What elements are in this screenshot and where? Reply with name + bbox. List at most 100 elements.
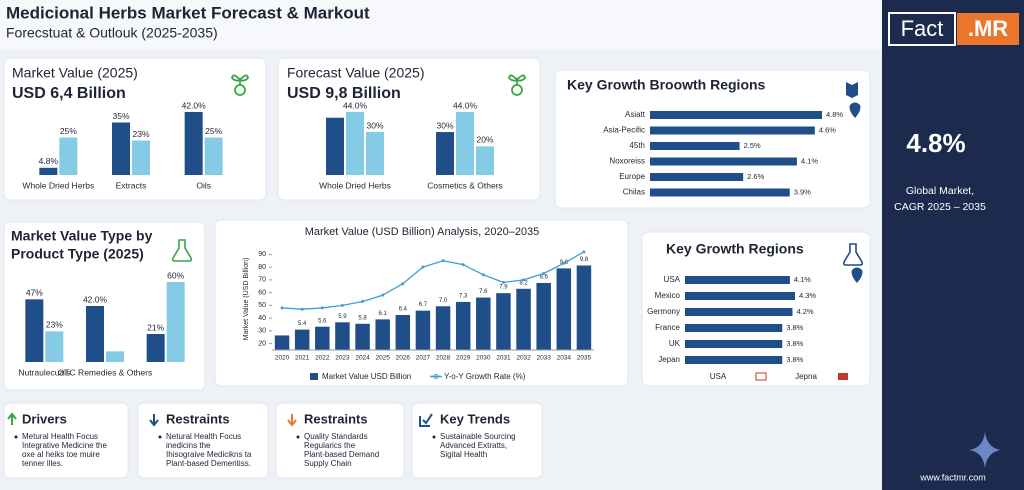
legend-label: Y-o-Y Growth Rate (%) <box>444 372 526 381</box>
card-value: USD 6,4 Billion <box>12 85 126 102</box>
bar <box>45 331 64 362</box>
bullet <box>158 435 162 439</box>
note-line: Advanced Extratts, <box>440 441 507 450</box>
note-card <box>137 402 269 479</box>
category-label: Extracts <box>116 180 147 190</box>
value-label: 23% <box>132 129 149 139</box>
leaf-icon <box>508 74 526 96</box>
note-line: Supply Chain <box>304 459 352 468</box>
value-label: 2.6% <box>747 172 764 181</box>
note-line: Metural Health Focus <box>22 432 98 441</box>
bar <box>685 276 790 284</box>
value-label: 30% <box>366 120 383 130</box>
value-label: 4.8% <box>39 156 59 166</box>
note-title: Restraints <box>166 411 230 426</box>
bar <box>132 140 150 175</box>
chart-title: Market Value (USD Billion) Analysis, 202… <box>305 226 540 238</box>
bar <box>166 282 185 362</box>
arrow-down-icon <box>287 414 297 427</box>
bullet <box>296 435 300 439</box>
value-label: 4.1% <box>794 275 811 284</box>
header-band <box>0 0 882 50</box>
value-label: 23% <box>46 320 63 330</box>
category-label: France <box>655 323 680 332</box>
x-tick-label: 2034 <box>557 355 572 362</box>
line-point <box>461 263 465 267</box>
bullet <box>14 435 18 439</box>
bar <box>39 167 58 175</box>
flag-icon <box>838 373 848 380</box>
value-label: 5.9 <box>338 314 347 320</box>
bar <box>685 308 793 316</box>
bar <box>366 132 384 175</box>
x-tick-label: 2023 <box>335 355 350 362</box>
category-label: Oils <box>196 180 211 190</box>
bar <box>435 306 451 350</box>
category-label: Asia-Pecific <box>603 126 645 135</box>
card-title: Key Growth Regions <box>666 241 804 257</box>
note-title: Key Trends <box>440 411 510 426</box>
bar <box>355 323 370 350</box>
value-label: 4.3% <box>799 291 816 300</box>
value-label: 2.5% <box>744 141 761 150</box>
logo-box <box>957 13 1019 45</box>
bar <box>650 173 744 181</box>
bar <box>184 112 203 175</box>
value-label: 42.0% <box>83 294 108 304</box>
legend-swatch <box>310 373 318 380</box>
note-line: tenner llles. <box>22 459 63 468</box>
brand-name: Fact <box>901 16 944 41</box>
x-tick-label: 2028 <box>436 355 451 362</box>
y-tick-label: 40 <box>258 315 266 322</box>
category-label: UK <box>669 339 681 348</box>
line-point <box>300 307 304 311</box>
note-line: Sigital Health <box>440 450 487 459</box>
line-point <box>441 259 445 263</box>
card-title: Product Type (2025) <box>11 246 144 262</box>
value-label: 4.2% <box>796 307 813 316</box>
bar <box>294 329 310 350</box>
category-label: 45th <box>629 141 645 150</box>
bar <box>346 112 364 175</box>
icon-part <box>231 74 249 85</box>
value-label: 30% <box>436 120 453 130</box>
bar <box>315 326 330 350</box>
bar <box>650 111 822 119</box>
value-label: 7.0 <box>439 298 448 304</box>
value-label: 5.6 <box>318 318 327 324</box>
line-point <box>522 278 526 282</box>
x-tick-label: 2035 <box>577 355 592 362</box>
category-label: Jepan <box>658 355 680 364</box>
note-line: Ihisograive Medicikns ta <box>166 450 252 459</box>
bar <box>146 334 165 362</box>
category-label: Noxoreiss <box>609 157 645 166</box>
line-point <box>582 250 586 254</box>
note-card <box>411 402 543 479</box>
x-tick-label: 2033 <box>536 355 551 362</box>
value-label: 6.4 <box>399 307 408 313</box>
bar <box>476 297 491 350</box>
category-label: OTC Remedies & Others <box>58 367 152 377</box>
value-label: 8.2 <box>519 280 528 286</box>
value-label: 44.0% <box>343 100 368 110</box>
line-point <box>280 306 284 310</box>
bar <box>112 122 130 175</box>
value-label: 6.7 <box>419 302 428 308</box>
flask-icon <box>171 239 193 262</box>
bar <box>685 340 783 348</box>
bar <box>395 315 411 350</box>
legend-label: Market Value USD Billion <box>322 372 411 381</box>
bar <box>556 268 572 350</box>
value-label: 4.1% <box>801 156 818 165</box>
note-line: Netural Health Focus <box>166 432 241 441</box>
category-label: Asiatt <box>625 110 646 119</box>
line-point <box>340 303 344 307</box>
value-label: 21% <box>147 322 164 332</box>
bar <box>204 137 223 175</box>
pin-icon <box>851 267 863 283</box>
value-label: 7.6 <box>479 289 488 295</box>
card <box>554 69 871 209</box>
bar <box>650 188 790 197</box>
